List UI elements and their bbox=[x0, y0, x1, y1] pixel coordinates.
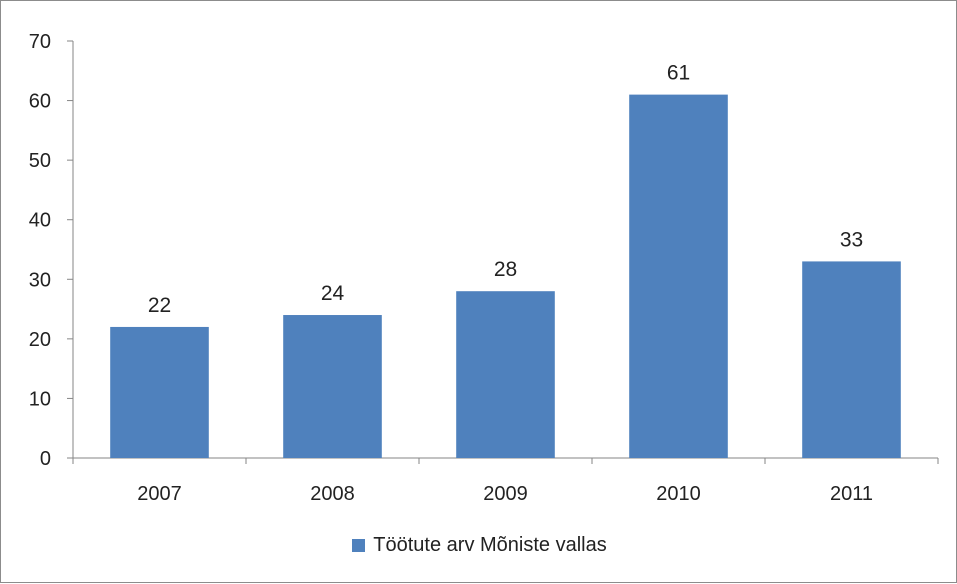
bar-2008 bbox=[283, 315, 382, 458]
bar-2007 bbox=[110, 326, 209, 458]
y-tick-label: 20 bbox=[29, 329, 51, 351]
y-tick-label: 50 bbox=[29, 150, 51, 172]
y-tick-label: 30 bbox=[29, 269, 51, 291]
data-label-2007: 22 bbox=[148, 294, 171, 317]
legend-swatch bbox=[352, 539, 366, 552]
bar-2010 bbox=[629, 94, 728, 458]
data-labels: 22 24 28 61 33 bbox=[148, 62, 863, 317]
x-axis: 2007 2008 2009 2010 2011 bbox=[72, 457, 939, 505]
x-tick-label-2010: 2010 bbox=[656, 483, 701, 505]
data-label-2010: 61 bbox=[667, 62, 690, 85]
x-tick-label-2008: 2008 bbox=[310, 483, 355, 505]
y-tick-label: 10 bbox=[29, 388, 51, 410]
data-label-2011: 33 bbox=[840, 228, 863, 251]
data-label-2009: 28 bbox=[494, 258, 517, 281]
y-tick-label: 40 bbox=[29, 210, 51, 232]
bar-2011 bbox=[802, 261, 901, 458]
x-tick-label-2011: 2011 bbox=[830, 483, 873, 505]
y-axis: 0 10 20 30 40 50 60 70 bbox=[29, 31, 74, 470]
legend-label: Töötute arv Mõniste vallas bbox=[373, 534, 607, 556]
data-label-2008: 24 bbox=[321, 282, 345, 305]
x-tick-label-2007: 2007 bbox=[137, 483, 182, 505]
bar-2009 bbox=[456, 291, 555, 458]
y-tick-label: 70 bbox=[29, 31, 51, 53]
bars bbox=[110, 94, 901, 458]
x-tick-label-2009: 2009 bbox=[483, 483, 528, 505]
y-tick-label: 0 bbox=[40, 448, 51, 470]
legend: Töötute arv Mõniste vallas bbox=[1, 534, 957, 557]
y-tick-label: 60 bbox=[29, 91, 51, 113]
